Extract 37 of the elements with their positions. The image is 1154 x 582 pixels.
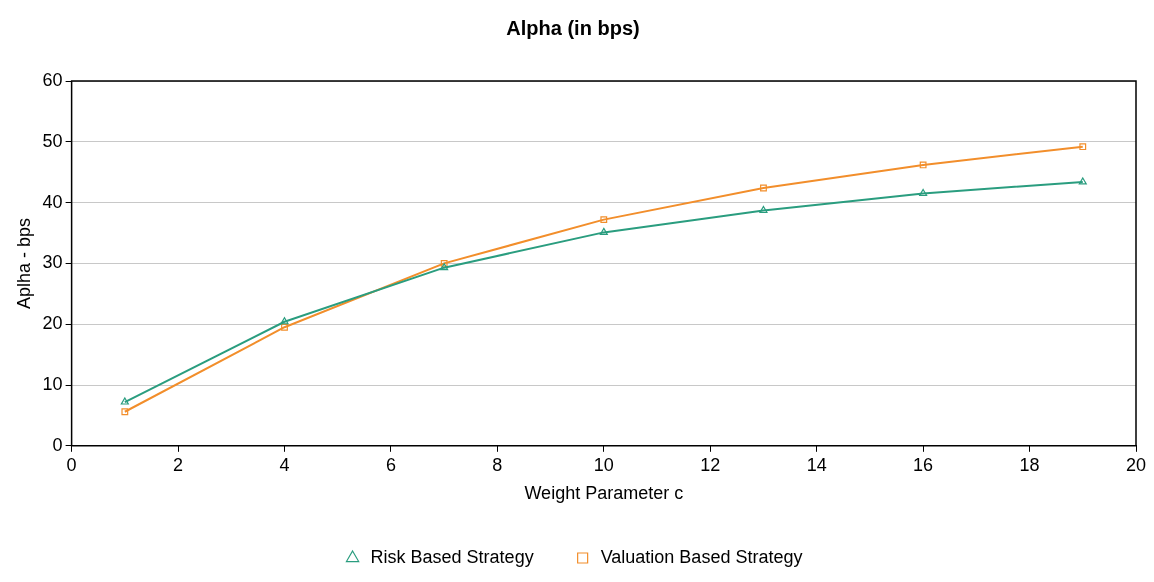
y-tick-label: 30	[42, 252, 63, 273]
point	[599, 227, 608, 235]
y-tick-label: 40	[42, 191, 63, 212]
x-tick-label: 6	[385, 454, 396, 475]
x-axis-title: Weight Parameter c	[524, 483, 684, 504]
point	[440, 263, 449, 271]
legend-label: Risk Based Strategy	[370, 546, 534, 567]
y-tick-label: 60	[42, 69, 63, 90]
y-axis-title: Aplha - bps	[13, 217, 34, 309]
x-tick-label: 0	[66, 454, 77, 475]
x-tick-label: 16	[913, 454, 934, 475]
point	[759, 205, 768, 214]
point	[281, 323, 288, 331]
point	[280, 317, 289, 325]
point	[919, 188, 928, 197]
x-tick-label: 2	[173, 454, 184, 475]
x-tick-label: 14	[806, 454, 827, 475]
y-tick-label: 10	[42, 373, 63, 394]
point	[919, 161, 927, 169]
point	[600, 216, 608, 224]
x-tick-label: 4	[279, 454, 290, 475]
x-tick-label: 10	[593, 454, 614, 475]
x-tick-label: 12	[700, 454, 721, 475]
y-tick-label: 0	[52, 434, 63, 455]
x-tick-label: 20	[1125, 454, 1147, 475]
chart-title: Alpha (in bps)	[506, 16, 640, 39]
legend-label: Valuation Based Strategy	[600, 546, 803, 567]
x-tick-label: 18	[1019, 454, 1040, 475]
point	[440, 259, 448, 267]
point	[121, 408, 129, 416]
y-tick-label: 20	[42, 313, 63, 334]
point	[120, 397, 129, 405]
point	[760, 184, 767, 192]
point	[1079, 143, 1087, 151]
point	[1078, 177, 1087, 185]
y-tick-label: 50	[42, 130, 63, 151]
x-tick-label: 8	[492, 454, 503, 475]
